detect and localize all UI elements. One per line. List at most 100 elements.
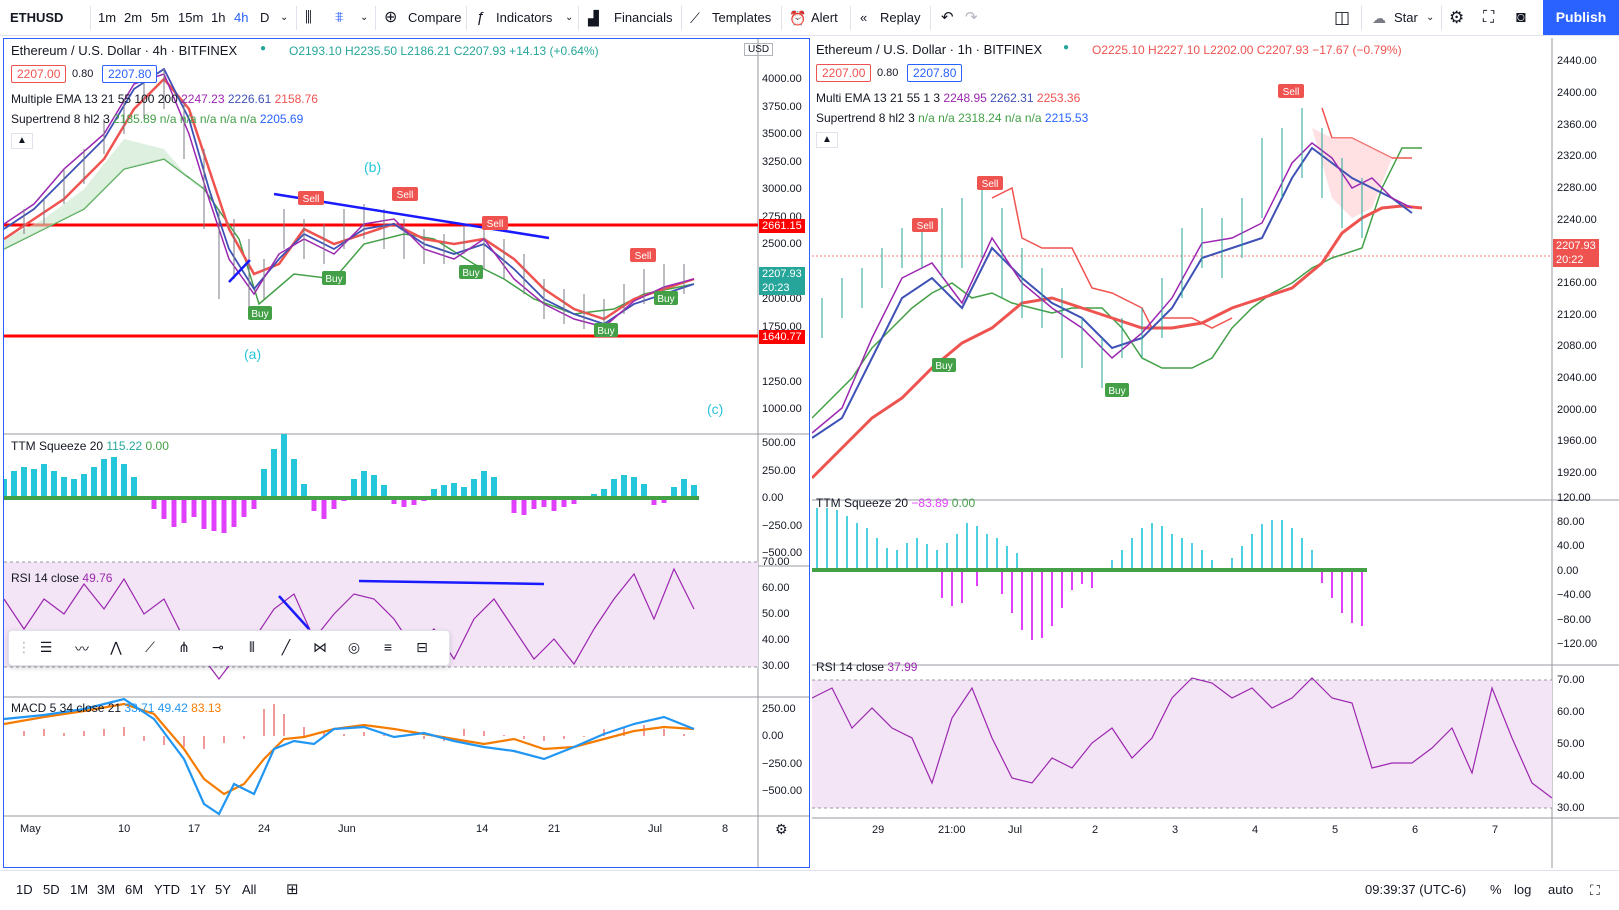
auto-toggle[interactable]: auto bbox=[1548, 882, 1574, 897]
range-ytd[interactable]: YTD bbox=[154, 882, 180, 897]
sell-price-box[interactable]: 2207.00 bbox=[816, 64, 872, 82]
ttm-squeeze-histogram-4h bbox=[4, 434, 697, 533]
interval-4h[interactable]: 4h bbox=[234, 10, 249, 25]
bar-style-icon[interactable]: ⩨ bbox=[335, 9, 344, 26]
divider bbox=[375, 6, 376, 30]
chart-4h-canvas[interactable]: Sell Sell Sell Sell Buy Buy Buy Buy bbox=[4, 39, 809, 867]
pitchfork-icon[interactable]: ⋔ bbox=[178, 639, 190, 655]
camera-icon[interactable]: ◙ bbox=[1516, 9, 1526, 26]
ema-legend-1h[interactable]: Multi EMA 13 21 55 1 3 2248.95 2262.31 2… bbox=[816, 91, 1080, 105]
range-1y[interactable]: 1Y bbox=[190, 882, 206, 897]
regression-icon[interactable]: ⊟ bbox=[416, 639, 428, 655]
macd-legend-4h[interactable]: MACD 5 34 close 21 33.71 49.42 83.13 bbox=[11, 701, 222, 715]
replay-button[interactable]: Replay bbox=[880, 10, 921, 25]
chevron-down-icon[interactable]: ⌄ bbox=[280, 12, 289, 23]
financials-icon[interactable]: ▟ bbox=[588, 10, 599, 26]
buy-price-box[interactable]: 2207.80 bbox=[102, 65, 158, 83]
interval-d[interactable]: D bbox=[260, 10, 270, 25]
layout-icon[interactable]: ◫ bbox=[1334, 8, 1351, 27]
replay-icon[interactable]: « bbox=[860, 10, 868, 25]
sell-signal: Sell bbox=[392, 187, 418, 201]
wave-tool-icon[interactable]: 〰 bbox=[75, 641, 89, 657]
trendline-icon[interactable]: ╱ bbox=[281, 639, 291, 655]
calendar-icon[interactable]: ⊞ bbox=[286, 881, 299, 898]
rsi-legend-1h[interactable]: RSI 14 close 37.99 bbox=[816, 660, 918, 674]
templates-button[interactable]: Templates bbox=[712, 10, 772, 25]
ema-label: Multi EMA 13 21 55 1 3 bbox=[816, 91, 941, 105]
gear-icon[interactable]: ⚙ bbox=[775, 821, 788, 837]
range-3m[interactable]: 3M bbox=[97, 882, 116, 897]
collapse-legend-button[interactable]: ▲ bbox=[816, 132, 838, 148]
ttm-legend-4h[interactable]: TTM Squeeze 20 115.22 0.00 bbox=[11, 439, 169, 453]
buy-price-box[interactable]: 2207.80 bbox=[907, 64, 963, 82]
templates-icon[interactable]: ⟋ bbox=[690, 10, 700, 26]
log-toggle[interactable]: log bbox=[1514, 882, 1532, 897]
alarm-clock-icon[interactable]: ⏰ bbox=[789, 10, 807, 26]
function-icon[interactable]: ƒ bbox=[476, 9, 485, 26]
macd-tick: −500.00 bbox=[762, 785, 803, 797]
chevron-down-icon[interactable]: ⌄ bbox=[565, 12, 574, 23]
interval-2m[interactable]: 2m bbox=[124, 10, 143, 25]
fullscreen-icon[interactable]: ⛶ bbox=[1483, 9, 1495, 26]
gear-icon[interactable]: ⚙ bbox=[1449, 8, 1465, 27]
star-button[interactable]: Star bbox=[1394, 10, 1418, 25]
chart-title-1h: Ethereum / U.S. Dollar · 1h · BITFINEX bbox=[816, 42, 1043, 57]
ohlc-4h: O2193.10 H2235.50 L2186.21 C2207.93 +14.… bbox=[289, 44, 599, 58]
ttm-legend-1h[interactable]: TTM Squeeze 20 −83.89 0.00 bbox=[816, 496, 976, 510]
sell-price-box[interactable]: 2207.00 bbox=[11, 65, 67, 83]
supertrend-legend-1h[interactable]: Supertrend 8 hl2 3 n/a n/a 2318.24 n/a n… bbox=[816, 111, 1088, 125]
symbol-search[interactable]: ETHUSD bbox=[10, 10, 64, 25]
percent-toggle[interactable]: % bbox=[1490, 882, 1502, 897]
undo-icon[interactable]: ↶ bbox=[941, 9, 954, 26]
clock-display[interactable]: 09:39:37 (UTC-6) bbox=[1365, 882, 1467, 897]
range-all[interactable]: All bbox=[242, 882, 257, 897]
alert-button[interactable]: Alert bbox=[811, 10, 838, 25]
pattern-icon[interactable]: ⋈ bbox=[313, 639, 327, 655]
brush-icon[interactable]: ⟋ bbox=[145, 639, 155, 655]
ttm-tick: 500.00 bbox=[762, 437, 796, 449]
ema-value: 2253.36 bbox=[1036, 91, 1081, 105]
chart-1h[interactable]: Sell Sell Sell Buy Buy bbox=[812, 38, 1619, 868]
buy-signal: Buy bbox=[654, 291, 678, 305]
fib-retracement-icon[interactable]: ☰ bbox=[39, 639, 53, 655]
currency-selector[interactable]: USD bbox=[744, 43, 774, 56]
compare-button[interactable]: Compare bbox=[408, 10, 462, 25]
price-tick: 2080.00 bbox=[1557, 340, 1597, 352]
horizontal-ray-icon[interactable]: ⊸ bbox=[212, 639, 224, 655]
range-5y[interactable]: 5Y bbox=[215, 882, 231, 897]
ema-value: 2247.23 bbox=[181, 92, 225, 106]
gann-icon[interactable]: ◎ bbox=[347, 639, 361, 655]
chevron-down-icon[interactable]: ⌄ bbox=[1426, 12, 1435, 23]
chart-4h[interactable]: Sell Sell Sell Sell Buy Buy Buy Buy bbox=[3, 38, 810, 868]
candles-icon[interactable]: ⫼ bbox=[305, 9, 312, 26]
interval-1h[interactable]: 1h bbox=[211, 10, 226, 25]
financials-button[interactable]: Financials bbox=[614, 10, 673, 25]
cloud-icon[interactable]: ☁ bbox=[1372, 10, 1386, 26]
publish-button[interactable]: Publish bbox=[1543, 0, 1619, 35]
expand-icon[interactable]: ⛶ bbox=[1590, 882, 1600, 898]
range-1d[interactable]: 1D bbox=[16, 882, 33, 897]
parallel-channel-icon[interactable]: ≡ bbox=[383, 639, 393, 655]
rsi-legend-4h[interactable]: RSI 14 close 49.76 bbox=[11, 571, 113, 585]
spread-value: 0.80 bbox=[877, 67, 899, 79]
wave-c-label: (c) bbox=[707, 401, 723, 417]
indicators-button[interactable]: Indicators bbox=[496, 10, 553, 25]
plus-circle-icon[interactable]: ⊕ bbox=[384, 9, 398, 26]
support-price-tag: 1640.77 bbox=[759, 330, 805, 344]
redo-icon[interactable]: ↷ bbox=[965, 9, 978, 26]
range-1m[interactable]: 1M bbox=[70, 882, 89, 897]
drag-handle-icon[interactable]: ⋮ bbox=[17, 639, 31, 655]
chevron-down-icon[interactable]: ⌄ bbox=[360, 12, 369, 23]
range-5d[interactable]: 5D bbox=[43, 882, 60, 897]
drawing-toolbar[interactable]: ⋮ ☰ 〰 ⋀ ⟋ ⋔ ⊸ ⦀ ╱ ⋈ ◎ ≡ ⊟ bbox=[8, 630, 450, 666]
interval-1m[interactable]: 1m bbox=[98, 10, 117, 25]
range-6m[interactable]: 6M bbox=[125, 882, 144, 897]
abcd-pattern-icon[interactable]: ⋀ bbox=[110, 639, 122, 655]
collapse-legend-button[interactable]: ▲ bbox=[11, 133, 33, 149]
ema-legend-4h[interactable]: Multiple EMA 13 21 55 100 200 2247.23 22… bbox=[11, 92, 318, 106]
vertical-lines-icon[interactable]: ⦀ bbox=[248, 639, 256, 655]
supertrend-legend-4h[interactable]: Supertrend 8 hl2 3 2185.89 n/a n/a n/a n… bbox=[11, 112, 303, 126]
chart-1h-canvas[interactable]: Sell Sell Sell Buy Buy bbox=[812, 38, 1619, 868]
interval-15m[interactable]: 15m bbox=[178, 10, 204, 25]
interval-5m[interactable]: 5m bbox=[151, 10, 170, 25]
